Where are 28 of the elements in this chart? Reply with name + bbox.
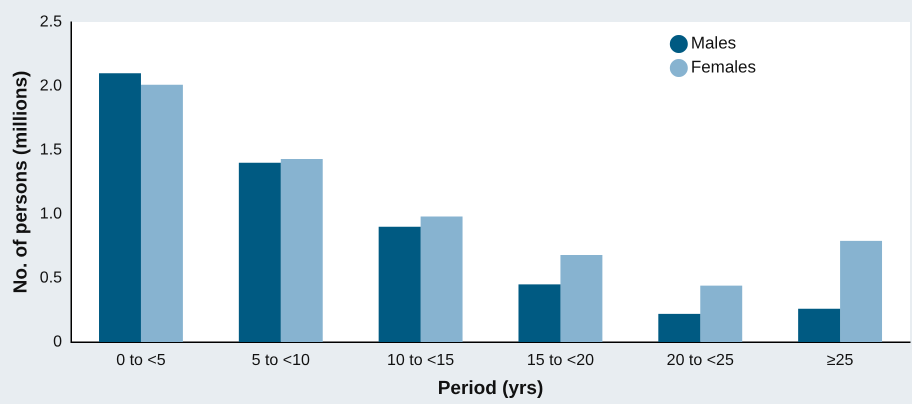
x-tick-label: 10 to <15 [387, 352, 454, 370]
x-tick-label: 20 to <25 [666, 352, 734, 370]
bar [658, 314, 700, 342]
bar [99, 73, 141, 342]
bar [518, 284, 560, 342]
y-tick-label: 1.0 [40, 205, 62, 222]
y-axis-title: No. of persons (millions) [10, 70, 32, 294]
bar [840, 240, 882, 342]
y-tick-label: 0 [53, 333, 62, 350]
bar [238, 162, 281, 342]
y-tick-label: 2.5 [40, 13, 62, 30]
x-axis-title: Period (yrs) [438, 378, 544, 399]
x-tick-label: ≥25 [826, 352, 854, 370]
bar [560, 254, 602, 342]
bar [700, 286, 742, 342]
bar [140, 84, 183, 342]
bar [280, 158, 323, 342]
legend-label: Males [690, 34, 736, 53]
bar [798, 308, 840, 342]
legend-label: Females [690, 58, 756, 77]
y-tick-label: 1.5 [40, 141, 62, 158]
x-tick-label: 15 to <20 [526, 352, 594, 370]
bar [420, 216, 463, 342]
bar [378, 226, 421, 342]
y-tick-label: 2.0 [40, 77, 62, 94]
x-tick-label: 0 to <5 [116, 352, 166, 370]
x-tick-label: 5 to <10 [252, 352, 310, 370]
y-tick-label: 0.5 [40, 269, 62, 286]
